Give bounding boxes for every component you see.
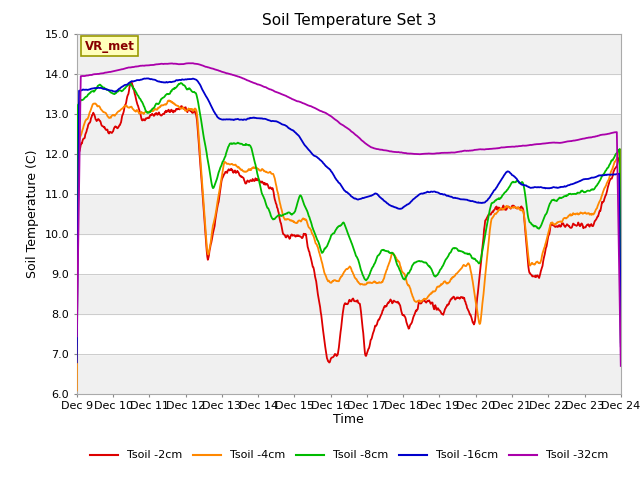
- Title: Soil Temperature Set 3: Soil Temperature Set 3: [262, 13, 436, 28]
- Bar: [77, 193, 621, 234]
- Bar: [77, 234, 621, 274]
- Bar: [77, 73, 621, 114]
- Bar: [77, 34, 621, 73]
- X-axis label: Time: Time: [333, 413, 364, 426]
- Y-axis label: Soil Temperature (C): Soil Temperature (C): [26, 149, 39, 278]
- Bar: [77, 154, 621, 193]
- Bar: [77, 114, 621, 154]
- Bar: [77, 354, 621, 394]
- Legend: Tsoil -2cm, Tsoil -4cm, Tsoil -8cm, Tsoil -16cm, Tsoil -32cm: Tsoil -2cm, Tsoil -4cm, Tsoil -8cm, Tsoi…: [85, 446, 612, 465]
- Bar: [77, 313, 621, 354]
- Bar: [77, 274, 621, 313]
- Text: VR_met: VR_met: [85, 40, 135, 53]
